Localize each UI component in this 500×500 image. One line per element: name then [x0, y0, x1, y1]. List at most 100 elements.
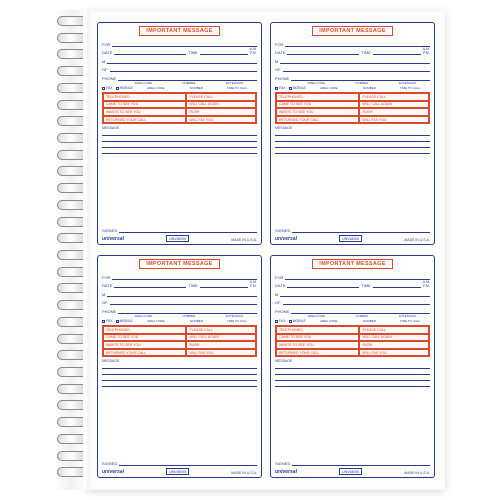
notebook-page: IMPORTANT MESSAGE FOR DATE TIME A.M. P.M…	[87, 10, 445, 490]
message-slip: IMPORTANT MESSAGE FOR DATE TIME A.M. P.M…	[270, 22, 435, 245]
action-rush[interactable]: RUSH	[186, 341, 256, 349]
for-row: FOR	[275, 40, 430, 47]
made-in: MADE IN U.S.A.	[404, 238, 430, 242]
action-came-to-see-you[interactable]: CAME TO SEE YOU	[276, 334, 359, 342]
contact-type: FAX MOBILE AREA CODE NUMBER TIME TO CALL	[102, 86, 257, 90]
action-will-fax-you[interactable]: WILL FAX YOU	[186, 349, 256, 357]
phone-sublabels: AREA CODE NUMBER EXTENSION	[275, 81, 430, 85]
for-row: FOR	[102, 40, 257, 47]
contact-type: FAX MOBILE AREA CODE NUMBER TIME TO CALL	[275, 319, 430, 323]
action-returned-your-call[interactable]: RETURNED YOUR CALL	[276, 349, 359, 357]
made-in: MADE IN U.S.A.	[231, 471, 257, 475]
action-wants-to-see-you[interactable]: WANTS TO SEE YOU	[276, 341, 359, 349]
action-please-call[interactable]: PLEASE CALL	[186, 326, 256, 334]
contact-type: FAX MOBILE AREA CODE NUMBER TIME TO CALL	[102, 319, 257, 323]
action-returned-your-call[interactable]: RETURNED YOUR CALL	[276, 116, 359, 124]
action-please-call[interactable]: PLEASE CALL	[359, 93, 429, 101]
date-time-row: DATE TIME A.M. P.M.	[275, 281, 430, 288]
phone-row: PHONE	[275, 307, 430, 314]
date-time-row: DATE TIME A.M. P.M.	[275, 48, 430, 55]
action-please-call[interactable]: PLEASE CALL	[186, 93, 256, 101]
fax-checkbox[interactable]: FAX	[102, 319, 113, 323]
brand-logo: universal	[275, 236, 297, 242]
signed-row: SIGNED	[102, 459, 257, 466]
made-in: MADE IN U.S.A.	[404, 471, 430, 475]
mobile-checkbox[interactable]: MOBILE	[116, 319, 133, 323]
fax-checkbox[interactable]: FAX	[275, 319, 286, 323]
action-will-call-again[interactable]: WILL CALL AGAIN	[186, 101, 256, 109]
brand-logo: universal	[275, 469, 297, 475]
action-came-to-see-you[interactable]: CAME TO SEE YOU	[276, 101, 359, 109]
mobile-checkbox[interactable]: MOBILE	[116, 86, 133, 90]
action-will-call-again[interactable]: WILL CALL AGAIN	[359, 101, 429, 109]
action-table: TELEPHONEDPLEASE CALLCAME TO SEE YOUWILL…	[102, 92, 257, 124]
action-rush[interactable]: RUSH	[359, 108, 429, 116]
action-table: TELEPHONEDPLEASE CALLCAME TO SEE YOUWILL…	[102, 325, 257, 357]
mobile-checkbox[interactable]: MOBILE	[289, 319, 306, 323]
slip-header: IMPORTANT MESSAGE	[275, 26, 430, 36]
action-wants-to-see-you[interactable]: WANTS TO SEE YOU	[276, 108, 359, 116]
date-time-row: DATE TIME A.M. P.M.	[102, 48, 257, 55]
message-area: MESSAGE	[102, 126, 257, 224]
action-table: TELEPHONEDPLEASE CALLCAME TO SEE YOUWILL…	[275, 92, 430, 124]
phone-row: PHONE	[102, 307, 257, 314]
action-wants-to-see-you[interactable]: WANTS TO SEE YOU	[103, 341, 186, 349]
action-rush[interactable]: RUSH	[186, 108, 256, 116]
phone-row: PHONE	[275, 74, 430, 81]
slip-footer: universal UNV48005 MADE IN U.S.A.	[275, 468, 430, 475]
fax-checkbox[interactable]: FAX	[102, 86, 113, 90]
action-telephoned[interactable]: TELEPHONED	[103, 326, 186, 334]
message-slip: IMPORTANT MESSAGE FOR DATE TIME A.M. P.M…	[97, 22, 262, 245]
phone-sublabels: AREA CODE NUMBER EXTENSION	[102, 314, 257, 318]
sku-code: UNV48005	[339, 235, 362, 242]
message-area: MESSAGE	[275, 126, 430, 224]
slip-footer: universal UNV48005 MADE IN U.S.A.	[102, 235, 257, 242]
action-came-to-see-you[interactable]: CAME TO SEE YOU	[103, 334, 186, 342]
slip-header: IMPORTANT MESSAGE	[275, 259, 430, 269]
action-table: TELEPHONEDPLEASE CALLCAME TO SEE YOUWILL…	[275, 325, 430, 357]
action-returned-your-call[interactable]: RETURNED YOUR CALL	[103, 116, 186, 124]
for-row: FOR	[275, 273, 430, 280]
action-returned-your-call[interactable]: RETURNED YOUR CALL	[103, 349, 186, 357]
action-telephoned[interactable]: TELEPHONED	[276, 326, 359, 334]
message-book: IMPORTANT MESSAGE FOR DATE TIME A.M. P.M…	[55, 10, 445, 490]
action-rush[interactable]: RUSH	[359, 341, 429, 349]
action-will-fax-you[interactable]: WILL FAX YOU	[359, 116, 429, 124]
sku-code: UNV48005	[339, 468, 362, 475]
for-row: FOR	[102, 273, 257, 280]
action-please-call[interactable]: PLEASE CALL	[359, 326, 429, 334]
action-will-fax-you[interactable]: WILL FAX YOU	[359, 349, 429, 357]
of-row: OF	[275, 298, 430, 305]
m-row: M	[102, 290, 257, 297]
action-wants-to-see-you[interactable]: WANTS TO SEE YOU	[103, 108, 186, 116]
phone-sublabels: AREA CODE NUMBER EXTENSION	[102, 81, 257, 85]
spiral-binding	[55, 10, 87, 490]
made-in: MADE IN U.S.A.	[231, 238, 257, 242]
header-title: IMPORTANT MESSAGE	[139, 259, 219, 269]
action-will-call-again[interactable]: WILL CALL AGAIN	[186, 334, 256, 342]
mobile-checkbox[interactable]: MOBILE	[289, 86, 306, 90]
contact-type: FAX MOBILE AREA CODE NUMBER TIME TO CALL	[275, 86, 430, 90]
message-area: MESSAGE	[102, 359, 257, 457]
header-title: IMPORTANT MESSAGE	[139, 26, 219, 36]
brand-logo: universal	[102, 236, 124, 242]
signed-row: SIGNED	[275, 459, 430, 466]
action-telephoned[interactable]: TELEPHONED	[103, 93, 186, 101]
m-row: M	[102, 57, 257, 64]
fax-checkbox[interactable]: FAX	[275, 86, 286, 90]
slip-footer: universal UNV48005 MADE IN U.S.A.	[102, 468, 257, 475]
action-came-to-see-you[interactable]: CAME TO SEE YOU	[103, 101, 186, 109]
slip-header: IMPORTANT MESSAGE	[102, 259, 257, 269]
sku-code: UNV48005	[166, 235, 189, 242]
action-telephoned[interactable]: TELEPHONED	[276, 93, 359, 101]
action-will-call-again[interactable]: WILL CALL AGAIN	[359, 334, 429, 342]
of-row: OF	[102, 298, 257, 305]
date-time-row: DATE TIME A.M. P.M.	[102, 281, 257, 288]
slip-footer: universal UNV48005 MADE IN U.S.A.	[275, 235, 430, 242]
brand-logo: universal	[102, 469, 124, 475]
m-row: M	[275, 290, 430, 297]
message-slip: IMPORTANT MESSAGE FOR DATE TIME A.M. P.M…	[270, 255, 435, 478]
action-will-fax-you[interactable]: WILL FAX YOU	[186, 116, 256, 124]
phone-row: PHONE	[102, 74, 257, 81]
phone-sublabels: AREA CODE NUMBER EXTENSION	[275, 314, 430, 318]
